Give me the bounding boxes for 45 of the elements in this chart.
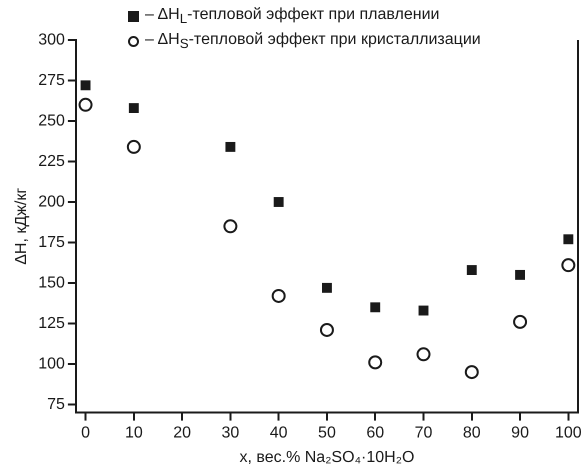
- x-tick-label: 70: [414, 424, 433, 442]
- x-tick-label: 10: [124, 424, 143, 442]
- point: [80, 80, 90, 90]
- y-tick-label: 175: [38, 234, 65, 251]
- y-tick-label: 125: [38, 314, 65, 332]
- y-tick-label: 75: [47, 396, 65, 413]
- x-tick-label: 50: [318, 424, 336, 442]
- point: [515, 270, 526, 280]
- point: [370, 302, 380, 312]
- x-tick-label: 20: [173, 424, 192, 442]
- point: [464, 365, 479, 380]
- point: [274, 197, 284, 207]
- point: [368, 355, 382, 370]
- point: [513, 314, 528, 329]
- point: [320, 322, 334, 337]
- legend-label: – ΔH$_{S}$-тепловой эффект при кристаллизации: [145, 30, 481, 54]
- x-axis-title: x, вес.% Na₂SO₄·10H₂O: [240, 448, 414, 466]
- y-tick-label: 225: [38, 152, 65, 170]
- y-tick-label: 200: [38, 193, 65, 210]
- point: [561, 258, 576, 272]
- point: [416, 347, 431, 362]
- point: [128, 103, 139, 113]
- x-tick-label: 100: [554, 424, 582, 442]
- y-tick-label: 275: [38, 72, 65, 89]
- x-tick-label: 40: [270, 424, 288, 442]
- x-tick-label: 30: [221, 424, 240, 442]
- point: [322, 282, 332, 293]
- y-tick-label: 150: [38, 274, 65, 292]
- point: [563, 234, 574, 244]
- point: [223, 219, 238, 234]
- point: [272, 288, 286, 303]
- x-tick-label: 80: [462, 424, 481, 442]
- y-tick-label: 300: [38, 31, 65, 48]
- y-tick-label: 250: [38, 112, 65, 130]
- x-tick-label: 0: [81, 424, 90, 442]
- point: [126, 140, 141, 154]
- y-axis-title: ΔH, кДж/кг: [13, 188, 30, 265]
- y-tick-label: 100: [38, 355, 65, 372]
- point: [225, 142, 236, 152]
- legend-label: – ΔH$_{L}$-тепловой эффект при плавлении: [145, 5, 440, 28]
- point: [418, 306, 428, 316]
- x-tick-label: 60: [366, 424, 384, 442]
- x-tick-label: 90: [511, 424, 530, 442]
- point: [78, 98, 93, 112]
- point: [466, 265, 477, 275]
